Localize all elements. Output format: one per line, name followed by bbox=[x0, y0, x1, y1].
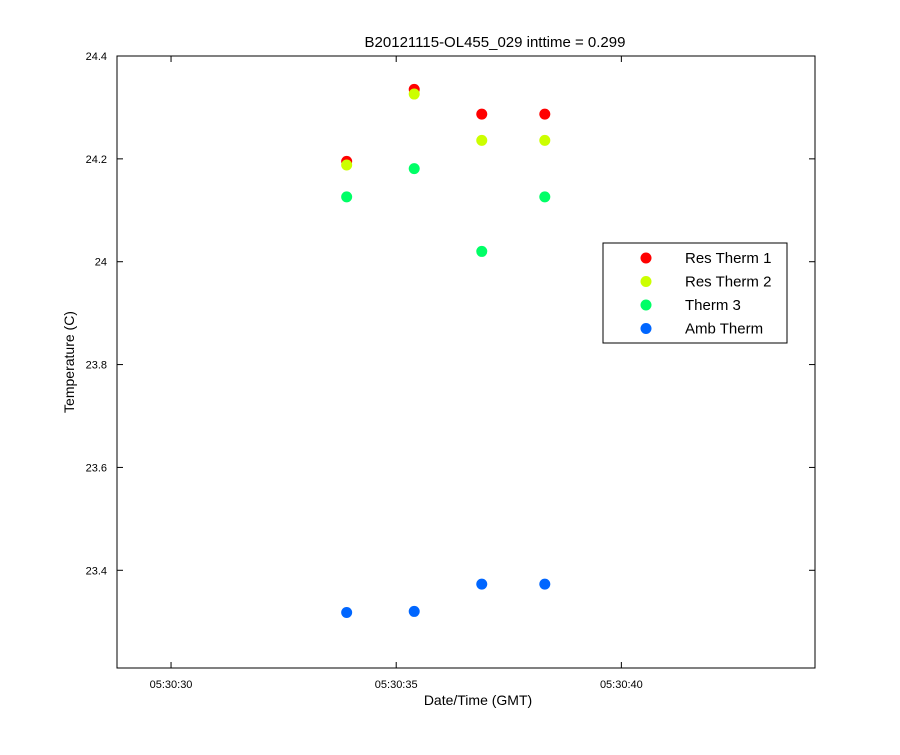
y-axis-ticks: 23.4 23.6 23.8 24 24.2 24.4 bbox=[86, 51, 815, 577]
legend-label: Therm 3 bbox=[685, 297, 741, 314]
x-tick-label: 05:30:30 bbox=[150, 679, 193, 691]
plot-area bbox=[116, 55, 816, 669]
legend-marker bbox=[640, 323, 652, 334]
data-point bbox=[476, 578, 488, 590]
y-tick-label: 23.8 bbox=[86, 360, 107, 372]
data-point bbox=[476, 134, 488, 146]
legend-label: Amb Therm bbox=[685, 321, 763, 338]
legend-marker bbox=[640, 252, 652, 264]
data-point bbox=[408, 163, 420, 175]
data-point bbox=[408, 605, 420, 617]
data-points bbox=[341, 83, 551, 618]
y-axis-title: Temperature (C) bbox=[61, 311, 77, 413]
series-amb-therm bbox=[341, 578, 551, 618]
y-tick-label: 24.4 bbox=[86, 51, 107, 63]
legend-box bbox=[602, 242, 788, 344]
data-point bbox=[341, 159, 353, 171]
legend-marker bbox=[640, 276, 652, 287]
legend-label: Res Therm 1 bbox=[685, 250, 771, 267]
data-point bbox=[341, 606, 353, 618]
x-tick-label: 05:30:35 bbox=[375, 679, 418, 691]
x-tick-label: 05:30:40 bbox=[600, 679, 643, 691]
legend-label: Res Therm 2 bbox=[685, 274, 771, 291]
data-point bbox=[341, 191, 353, 203]
y-tick-label: 23.6 bbox=[86, 462, 107, 474]
data-point bbox=[408, 88, 420, 100]
series-therm-3 bbox=[341, 163, 551, 257]
data-point bbox=[539, 578, 551, 590]
y-tick-label: 24.2 bbox=[86, 154, 107, 166]
chart-title: B20121115-OL455_029 inttime = 0.299 bbox=[365, 34, 626, 51]
series-res-therm-2 bbox=[341, 88, 551, 171]
x-axis-title: Date/Time (GMT) bbox=[424, 692, 532, 708]
data-point bbox=[476, 245, 488, 257]
x-axis-ticks: 05:30:30 05:30:35 05:30:40 bbox=[150, 56, 643, 691]
y-tick-label: 23.4 bbox=[86, 565, 107, 577]
y-tick-label: 24 bbox=[95, 257, 107, 269]
data-point bbox=[539, 108, 551, 120]
legend-items: Res Therm 1 Res Therm 2 Therm 3 Amb Therm bbox=[640, 250, 771, 338]
legend-marker bbox=[640, 299, 652, 311]
legend: Res Therm 1 Res Therm 2 Therm 3 Amb Therm bbox=[602, 242, 788, 344]
data-point bbox=[476, 108, 488, 120]
data-point bbox=[539, 191, 551, 203]
data-point bbox=[539, 134, 551, 146]
